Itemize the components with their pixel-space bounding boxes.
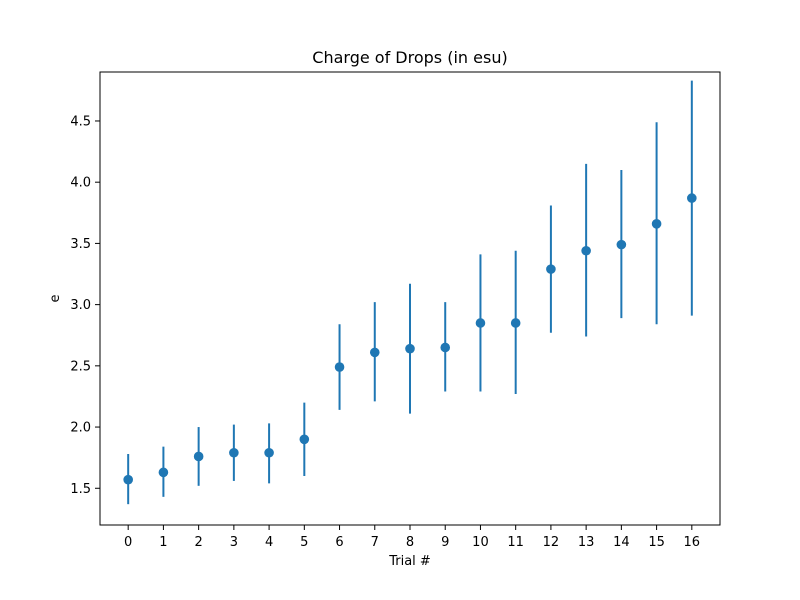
data-point: [651, 219, 662, 229]
data-point: [440, 342, 451, 353]
x-tick-label: 12: [543, 535, 560, 550]
data-point: [334, 362, 345, 372]
data-point: [229, 447, 239, 458]
data-point: [264, 447, 274, 458]
data-point: [193, 451, 204, 462]
plot-frame: [99, 71, 721, 526]
x-tick-label: 3: [230, 535, 238, 550]
data-point: [405, 343, 415, 354]
x-tick-label: 7: [371, 535, 379, 550]
x-tick-label: 1: [159, 535, 167, 550]
y-tick-label: 1.5: [70, 482, 91, 497]
data-point: [687, 193, 697, 203]
y-tick-label: 4.5: [70, 114, 91, 129]
x-tick-label: 10: [472, 535, 489, 550]
y-tick-label: 3.0: [70, 298, 91, 313]
data-point: [510, 318, 521, 328]
y-tick-label: 2.0: [70, 421, 91, 436]
data-point: [369, 347, 380, 358]
x-tick-label: 0: [124, 535, 132, 550]
x-axis-ticks: 0 1 2 3 4 5 6 7 8 9 10 11 12 13 14 15 16: [124, 525, 700, 550]
x-tick-label: 16: [684, 535, 701, 550]
data-point: [123, 474, 133, 485]
x-tick-label: 15: [648, 535, 665, 550]
data-point-layer: [123, 193, 697, 485]
x-tick-label: 4: [265, 535, 273, 550]
y-axis-label: e: [48, 295, 63, 303]
x-tick-label: 9: [441, 535, 449, 550]
y-tick-label: 2.5: [70, 359, 91, 374]
x-tick-label: 14: [613, 535, 630, 550]
x-tick-label: 13: [578, 535, 595, 550]
data-point: [581, 245, 591, 256]
y-tick-label: 4.0: [70, 176, 91, 191]
x-tick-label: 11: [507, 535, 524, 550]
data-point: [546, 264, 556, 274]
x-axis-label: Trial #: [388, 554, 431, 569]
y-axis-ticks: 1.5 2.0 2.5 3.0 3.5 4.0 4.5: [70, 114, 100, 497]
x-tick-label: 5: [300, 535, 308, 550]
chart-title: Charge of Drops (in esu): [312, 48, 507, 67]
data-point: [475, 318, 486, 328]
x-tick-label: 6: [335, 535, 343, 550]
x-tick-label: 2: [194, 535, 202, 550]
x-tick-label: 8: [406, 535, 414, 550]
data-point: [299, 434, 310, 445]
y-tick-label: 3.5: [70, 237, 91, 252]
data-point: [158, 467, 169, 478]
data-point: [616, 239, 627, 250]
